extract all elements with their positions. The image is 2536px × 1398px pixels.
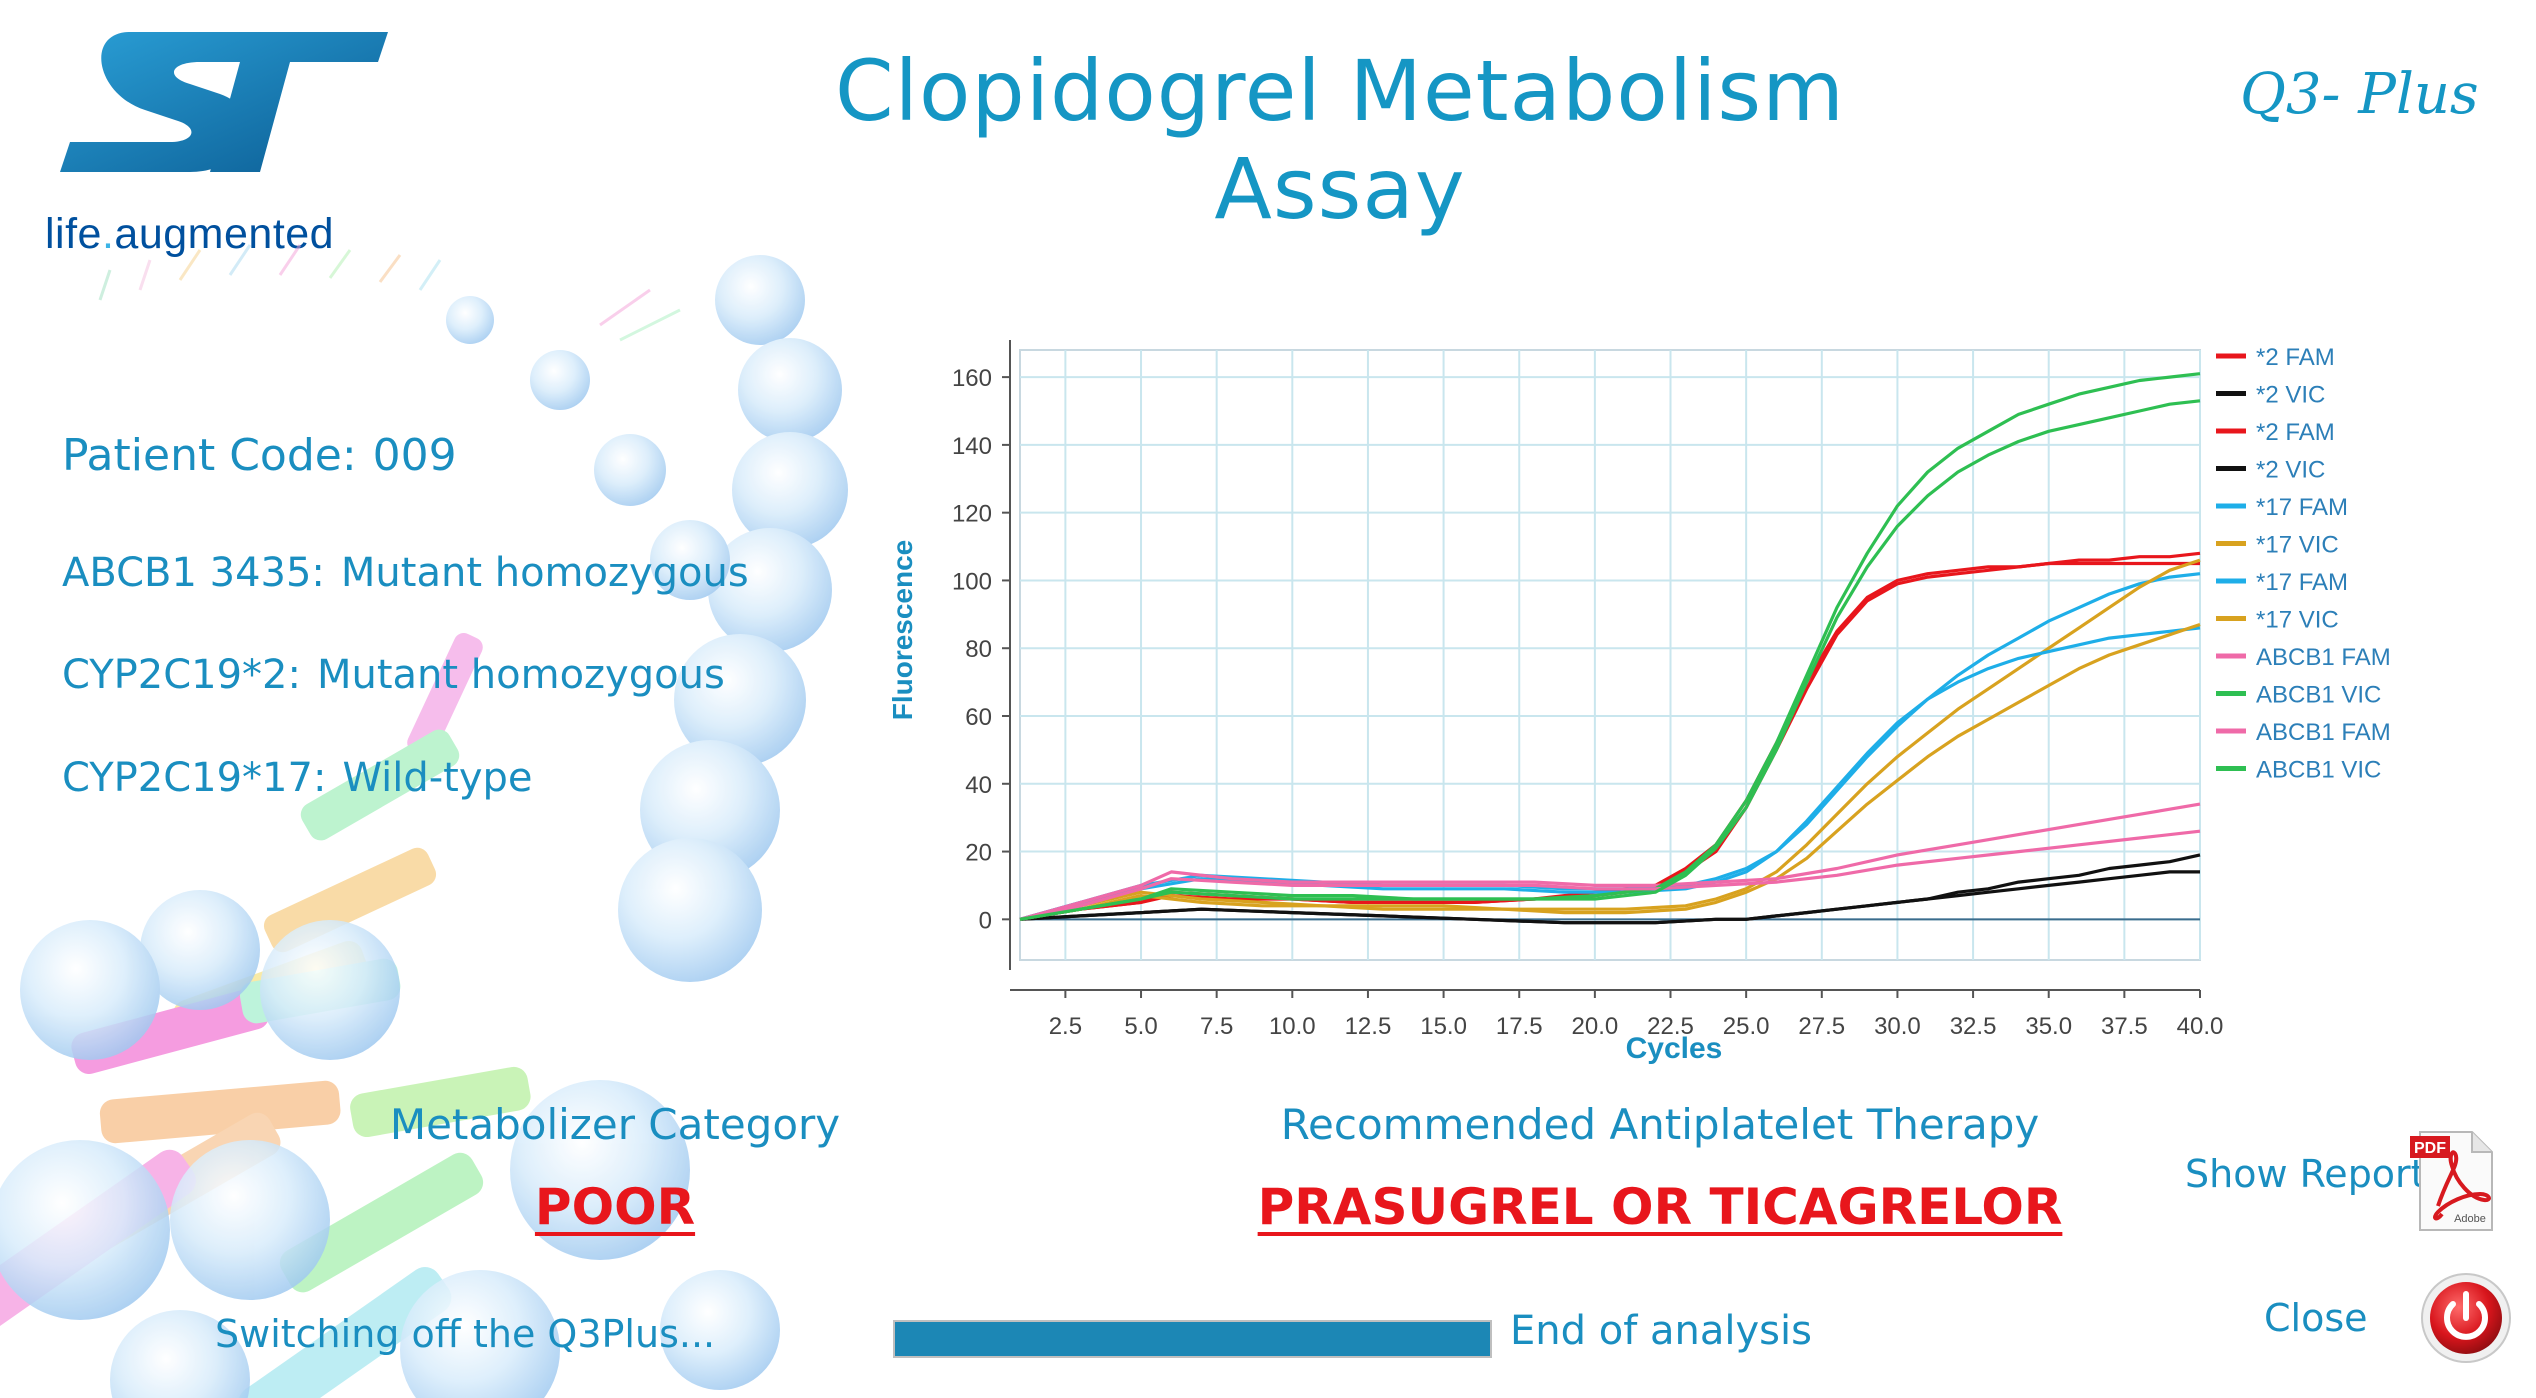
chart-grid bbox=[1019, 349, 2201, 961]
x-tick-label: 37.5 bbox=[2101, 1013, 2148, 1040]
legend-label: ABCB1 FAM bbox=[2256, 644, 2391, 671]
progress-fill bbox=[895, 1322, 1490, 1356]
chart-legend: *2 FAM *2 VIC *2 FAM *2 VIC *17 FAM *17 VIC *1… bbox=[2216, 344, 2391, 784]
pdf-adobe-icon[interactable]: PDF Adobe bbox=[2408, 1126, 2498, 1236]
cyp2c19-17-label: CYP2C19*17: bbox=[62, 755, 327, 801]
y-tick-label: 40 bbox=[965, 772, 992, 799]
x-tick-label: 7.5 bbox=[1200, 1013, 1233, 1040]
legend-label: *17 FAM bbox=[2256, 569, 2348, 596]
abcb1-label: ABCB1 3435: bbox=[62, 550, 325, 596]
legend-label: *2 VIC bbox=[2256, 457, 2325, 484]
cyp2c19-17-value: Wild-type bbox=[342, 755, 533, 801]
cyp2c19-2-label: CYP2C19*2: bbox=[62, 652, 301, 698]
legend-label: ABCB1 VIC bbox=[2256, 682, 2381, 709]
series-line-4 bbox=[1019, 853, 2201, 925]
y-tick-label: 100 bbox=[952, 568, 992, 595]
legend-label: *17 FAM bbox=[2256, 494, 2348, 521]
legend-label: *2 FAM bbox=[2256, 419, 2335, 446]
x-tick-label: 2.5 bbox=[1049, 1013, 1082, 1040]
y-tick-label: 80 bbox=[965, 636, 992, 663]
x-tick-label: 25.0 bbox=[1723, 1013, 1770, 1040]
chart-series-group bbox=[1019, 372, 2201, 925]
y-tick-label: 120 bbox=[952, 501, 992, 528]
legend-label: *2 FAM bbox=[2256, 344, 2335, 371]
patient-code-row: Patient Code: 009 bbox=[62, 430, 457, 481]
x-tick-label: 40.0 bbox=[2177, 1013, 2224, 1040]
cyp2c19-2-result-row: CYP2C19*2: Mutant homozygous bbox=[62, 652, 725, 698]
legend-label: ABCB1 FAM bbox=[2256, 719, 2391, 746]
cyp2c19-2-value: Mutant homozygous bbox=[316, 652, 725, 698]
x-tick-label: 15.0 bbox=[1420, 1013, 1467, 1040]
legend-label: *17 VIC bbox=[2256, 532, 2339, 559]
close-button[interactable]: Close bbox=[2264, 1296, 2368, 1340]
metabolizer-category-value: POOR bbox=[534, 1178, 696, 1236]
x-tick-label: 27.5 bbox=[1798, 1013, 1845, 1040]
x-tick-label: 22.5 bbox=[1647, 1013, 1694, 1040]
x-tick-label: 35.0 bbox=[2025, 1013, 2072, 1040]
y-axis-label: Fluorescence bbox=[887, 540, 918, 721]
abcb1-result-row: ABCB1 3435: Mutant homozygous bbox=[62, 550, 749, 596]
legend-label: *17 VIC bbox=[2256, 607, 2339, 634]
series-line-10 bbox=[1019, 372, 2201, 921]
x-axis-label: Cycles bbox=[1626, 1032, 1723, 1065]
y-tick-label: 160 bbox=[952, 365, 992, 392]
series-line-11 bbox=[1019, 829, 2201, 921]
x-tick-label: 32.5 bbox=[1950, 1013, 1997, 1040]
svg-text:PDF: PDF bbox=[2414, 1140, 2446, 1157]
page-title: Clopidogrel Metabolism Assay bbox=[834, 42, 1846, 238]
patient-code-value: 009 bbox=[372, 430, 457, 481]
x-tick-label: 10.0 bbox=[1269, 1013, 1316, 1040]
dna-helix-decoration bbox=[0, 244, 848, 1398]
cyp2c19-17-result-row: CYP2C19*17: Wild-type bbox=[62, 755, 533, 801]
therapy-value: PRASUGREL OR TICAGRELOR bbox=[1257, 1178, 2063, 1236]
analysis-progress-bar bbox=[893, 1320, 1492, 1358]
logo-word-life: life bbox=[45, 210, 102, 258]
logo-dot: . bbox=[101, 210, 115, 258]
progress-label: End of analysis bbox=[1510, 1308, 1812, 1354]
status-message: Switching off the Q3Plus... bbox=[215, 1312, 716, 1356]
y-tick-label: 20 bbox=[965, 840, 992, 867]
y-tick-label: 140 bbox=[952, 433, 992, 460]
power-icon[interactable] bbox=[2420, 1272, 2512, 1364]
x-tick-label: 20.0 bbox=[1572, 1013, 1619, 1040]
x-tick-label: 5.0 bbox=[1124, 1013, 1157, 1040]
x-tick-label: 12.5 bbox=[1345, 1013, 1392, 1040]
amplification-chart: 0 20 40 60 80 100 120 140 160 2.5 5.0 7.5 10.0 12.5 15… bbox=[887, 340, 2391, 1065]
series-line-9 bbox=[1019, 802, 2201, 921]
abcb1-value: Mutant homozygous bbox=[340, 550, 749, 596]
product-name: Q3- Plus bbox=[2240, 62, 2479, 127]
x-tick-label: 17.5 bbox=[1496, 1013, 1543, 1040]
x-tick-label: 30.0 bbox=[1874, 1013, 1921, 1040]
legend-label: ABCB1 VIC bbox=[2256, 757, 2381, 784]
legend-label: *2 VIC bbox=[2256, 382, 2325, 409]
st-logo-mark bbox=[60, 32, 388, 172]
y-tick-label: 60 bbox=[965, 704, 992, 731]
chart-axes: 0 20 40 60 80 100 120 140 160 2.5 5.0 7.5 10.0 12.5 15… bbox=[952, 340, 2223, 1040]
svg-text:Adobe: Adobe bbox=[2454, 1213, 2486, 1225]
therapy-heading: Recommended Antiplatelet Therapy bbox=[1280, 1100, 2040, 1149]
y-tick-label: 0 bbox=[979, 907, 992, 934]
patient-code-label: Patient Code: bbox=[62, 430, 357, 481]
series-line-12 bbox=[1019, 399, 2201, 921]
show-report-button[interactable]: Show Report bbox=[2185, 1152, 2426, 1196]
metabolizer-category-heading: Metabolizer Category bbox=[389, 1100, 841, 1149]
